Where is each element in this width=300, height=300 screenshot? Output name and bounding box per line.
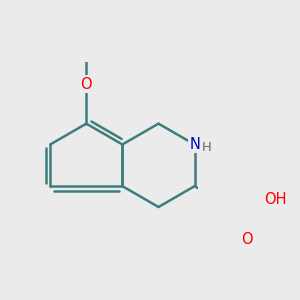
Text: H: H	[202, 141, 212, 154]
Text: O: O	[241, 232, 253, 247]
Text: O: O	[80, 76, 92, 92]
Text: N: N	[189, 137, 200, 152]
Text: OH: OH	[264, 192, 286, 207]
